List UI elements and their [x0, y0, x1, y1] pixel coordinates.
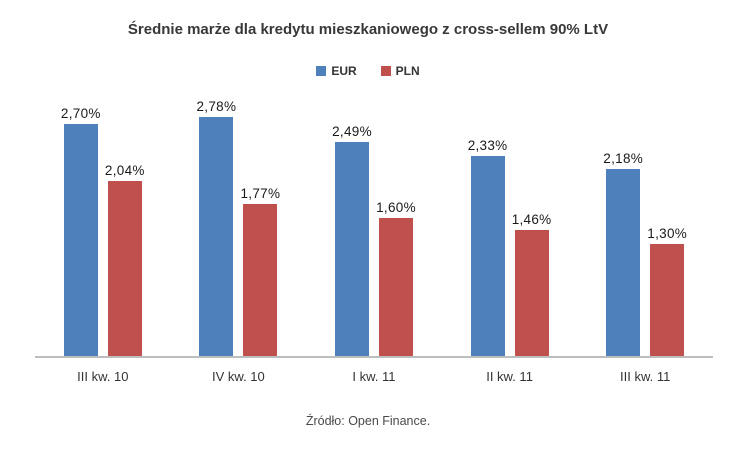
legend-item-pln[interactable]: PLN — [380, 64, 420, 78]
legend-label: PLN — [395, 64, 420, 78]
bar-wrap: 1,77% — [241, 186, 280, 356]
source-note: Źródło: Open Finance. — [305, 414, 431, 428]
legend: EUR PLN — [0, 64, 736, 78]
bar-value-label: 2,33% — [467, 137, 508, 153]
bar-eur-iii-kw-11[interactable] — [606, 168, 641, 356]
category-label: III kw. 10 — [77, 369, 129, 384]
bar-group-2: 2,49% 1,60% — [332, 124, 416, 356]
bar-wrap: 2,78% — [197, 99, 236, 356]
bar-wrap: 2,70% — [61, 106, 100, 356]
legend-swatch-eur — [316, 66, 327, 76]
bar-value-label: 2,18% — [603, 150, 644, 166]
bar-group-3: 2,33% 1,46% — [468, 138, 551, 356]
bar-wrap: 1,30% — [647, 226, 687, 356]
bar-group-0: 2,70% 2,04% — [61, 106, 144, 356]
bar-value-label: 1,46% — [511, 212, 552, 228]
bar-value-label: 2,70% — [60, 105, 101, 121]
category-label: II kw. 11 — [486, 369, 533, 384]
bar-pln-iii-kw-10[interactable] — [107, 180, 142, 356]
bar-value-label: 2,78% — [196, 98, 237, 114]
legend-swatch-pln — [380, 66, 391, 76]
bar-eur-iii-kw-10[interactable] — [63, 123, 98, 356]
bar-value-label: 1,30% — [647, 226, 688, 242]
bar-wrap: 1,60% — [376, 200, 416, 356]
bar-wrap: 2,18% — [603, 151, 643, 356]
bar-value-label: 2,49% — [332, 123, 372, 139]
bar-eur-i-kw-11[interactable] — [334, 141, 369, 356]
legend-item-eur[interactable]: EUR — [316, 64, 357, 78]
bar-pln-iii-kw-11[interactable] — [650, 244, 685, 356]
bar-wrap: 1,46% — [512, 212, 551, 356]
bar-wrap: 2,04% — [105, 163, 144, 356]
category-axis: III kw. 10 IV kw. 10 I kw. 11 II kw. 11 III … — [35, 369, 713, 384]
bar-pln-ii-kw-11[interactable] — [514, 230, 549, 356]
bar-value-label: 1,60% — [376, 200, 416, 216]
bar-pln-i-kw-11[interactable] — [378, 218, 413, 356]
bar-eur-iv-kw-10[interactable] — [199, 116, 234, 356]
category-label: IV kw. 10 — [212, 369, 265, 384]
chart-title: Średnie marże dla kredytu mieszkaniowego… — [127, 21, 609, 38]
plot-area: 2,70% 2,04% 2,78% 1,77% 2,49% 1,60% 2,33% 1,46%… — [35, 90, 713, 356]
bar-group-4: 2,18% 1,30% — [603, 151, 687, 356]
category-label: I kw. 11 — [352, 369, 396, 384]
category-label: III kw. 11 — [620, 369, 671, 384]
bar-wrap: 2,49% — [332, 124, 372, 356]
bar-pln-iv-kw-10[interactable] — [243, 203, 278, 356]
bar-group-1: 2,78% 1,77% — [197, 99, 280, 356]
bar-value-label: 2,04% — [104, 162, 145, 178]
legend-label: EUR — [331, 64, 357, 78]
bar-value-label: 1,77% — [240, 185, 281, 201]
bar-wrap: 2,33% — [468, 138, 507, 356]
bar-eur-ii-kw-11[interactable] — [470, 155, 505, 356]
x-axis-line — [35, 356, 713, 358]
